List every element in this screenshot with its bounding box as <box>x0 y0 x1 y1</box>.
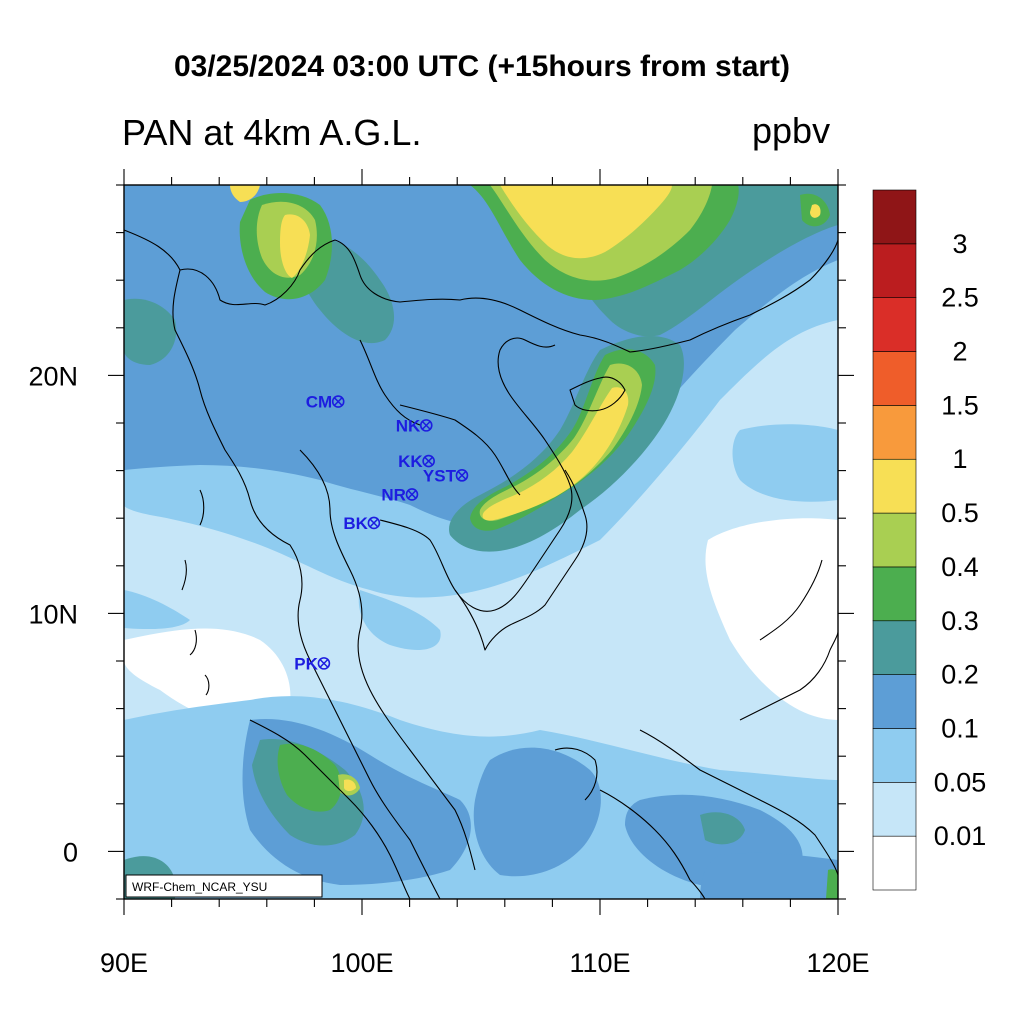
colorbar-label: 0.01 <box>934 821 987 851</box>
colorbar-label: 3 <box>952 229 967 259</box>
station-label: CM <box>306 393 332 412</box>
colorbar-swatch <box>872 835 917 891</box>
y-axis-label: 20N <box>28 361 78 391</box>
station-label: NR <box>381 485 406 504</box>
colorbar-swatch <box>872 189 917 245</box>
station-label: PK <box>294 654 318 673</box>
station-label: KK <box>398 452 423 471</box>
station-nk: NK <box>396 416 433 435</box>
colorbar-label: 0.3 <box>941 606 979 636</box>
colorbar-swatch <box>872 782 917 837</box>
x-axis-label: 110E <box>569 948 630 978</box>
station-marker-icon <box>367 516 381 530</box>
colorbar-swatch <box>872 566 917 622</box>
station-marker-icon <box>317 657 331 670</box>
colorbar-swatch <box>872 458 917 514</box>
station-label: YST <box>423 466 457 485</box>
colorbar-swatch <box>872 674 917 729</box>
station-marker-icon <box>419 419 433 432</box>
colorbar-swatch <box>872 351 917 406</box>
station-kk: KK <box>398 452 435 471</box>
colorbar-label: 1 <box>952 444 967 474</box>
model-credit: WRF-Chem_NCAR_YSU <box>125 874 323 898</box>
colorbar-swatch <box>872 297 917 352</box>
colorbar-swatch <box>872 728 917 783</box>
colorbar-label: 1.5 <box>941 390 979 420</box>
colorbar-label: 0.5 <box>941 498 979 528</box>
x-axis-label: 100E <box>330 948 393 978</box>
colorbar-swatch <box>872 512 917 568</box>
field-label: PAN at 4km A.G.L. <box>122 112 422 153</box>
colorbar-swatch <box>872 620 917 675</box>
station-bk: BK <box>343 514 381 533</box>
station-marker-icon <box>405 488 419 501</box>
map-ticks <box>108 169 854 915</box>
coastlines-borders <box>124 229 838 899</box>
colorbar: 0.01 0.05 0.1 0.2 0.3 0.4 0.5 1 1.5 2 2.5 3 <box>872 189 987 891</box>
x-axis-label: 120E <box>806 948 869 978</box>
field-level-0.5 <box>230 185 821 791</box>
colorbar-swatch <box>872 405 917 460</box>
station-label: BK <box>343 514 368 533</box>
model-credit-text: WRF-Chem_NCAR_YSU <box>132 880 267 894</box>
station-label: NK <box>396 416 421 435</box>
station-marker-icon <box>331 395 345 408</box>
y-axis-label: 0 <box>63 837 78 867</box>
station-yst: YST <box>423 466 469 485</box>
y-axis-label: 10N <box>28 599 78 629</box>
map-frame <box>123 184 839 900</box>
station-cm: CM <box>306 393 345 412</box>
map-panel <box>124 185 838 899</box>
colorbar-label: 0.05 <box>934 767 987 797</box>
colorbar-label: 0.4 <box>941 552 979 582</box>
colorbar-swatch <box>872 243 917 298</box>
main-title: 03/25/2024 03:00 UTC (+15hours from star… <box>173 50 791 83</box>
colorbar-label: 2 <box>952 337 967 367</box>
axis-labels: 90E 100E 110E 120E 20N 10N 0 <box>28 361 869 978</box>
unit-label: ppbv <box>752 110 831 151</box>
station-marker-icon <box>455 469 469 482</box>
colorbar-label: 0.1 <box>941 713 979 743</box>
colorbar-label: 0.2 <box>941 660 979 690</box>
x-axis-label: 90E <box>100 948 148 978</box>
station-pk: PK <box>294 654 331 673</box>
station-marker-icon <box>422 454 435 468</box>
station-nr: NR <box>381 485 419 504</box>
colorbar-label: 2.5 <box>941 283 979 313</box>
